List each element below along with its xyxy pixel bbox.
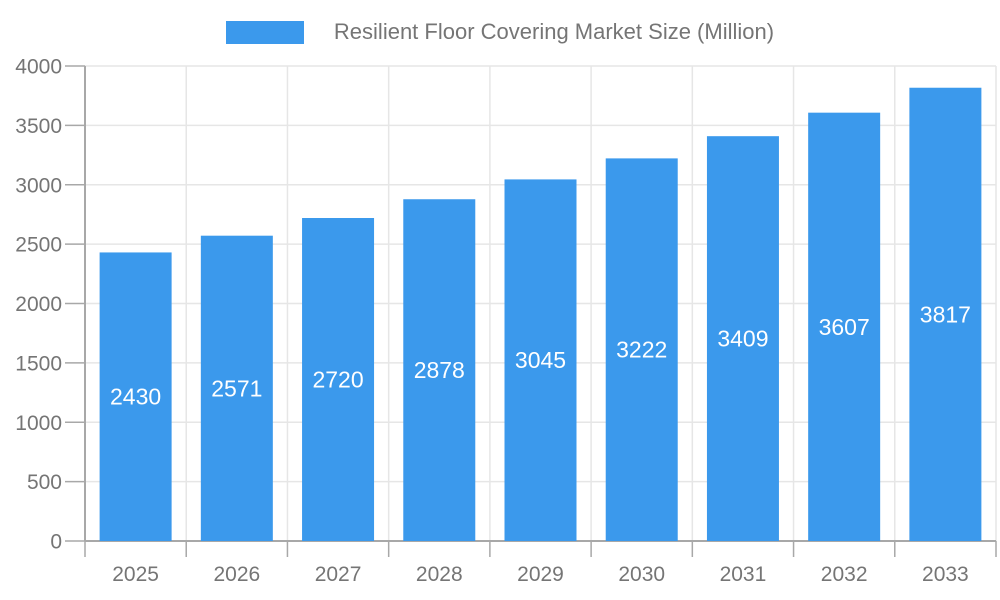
bar-value-label: 2878: [414, 357, 465, 383]
legend-swatch: [225, 20, 304, 44]
bar-2025: [99, 252, 172, 541]
y-tick-label: 4000: [15, 56, 62, 79]
x-tick-label: 2033: [922, 563, 969, 586]
bar-value-label: 2430: [110, 384, 161, 410]
bar-value-label: 3045: [515, 347, 566, 373]
y-tick-label: 2000: [15, 293, 62, 316]
bar-2028: [403, 199, 476, 542]
y-tick-label: 1000: [15, 412, 62, 435]
bar-2027: [302, 218, 375, 541]
bar-2033: [909, 87, 982, 541]
x-tick-label: 2026: [213, 563, 260, 586]
y-tick-label: 0: [50, 531, 62, 554]
y-tick-label: 500: [27, 471, 62, 494]
bar-2030: [605, 158, 678, 541]
bar-2031: [706, 136, 779, 541]
x-tick-label: 2031: [720, 563, 767, 586]
y-tick-label: 1500: [15, 352, 62, 375]
y-tick-label: 2500: [15, 234, 62, 257]
bar-value-label: 3222: [616, 337, 667, 363]
bar-value-label: 2571: [211, 375, 262, 401]
bar-value-label: 3817: [920, 301, 971, 327]
bar-value-label: 3409: [717, 326, 768, 352]
bar-value-label: 2720: [312, 367, 363, 393]
y-tick-label: 3000: [15, 174, 62, 197]
x-tick-label: 2028: [416, 563, 463, 586]
x-tick-label: 2029: [517, 563, 564, 586]
x-tick-label: 2032: [821, 563, 868, 586]
bar-value-label: 3607: [819, 314, 870, 340]
bar-2032: [808, 112, 881, 541]
x-tick-label: 2030: [618, 563, 665, 586]
bar-2026: [200, 235, 273, 541]
x-tick-label: 2027: [315, 563, 362, 586]
legend-label: Resilient Floor Covering Market Size (Mi…: [333, 19, 775, 44]
bar-2029: [504, 179, 577, 541]
legend[interactable]: Resilient Floor Covering Market Size (Mi…: [0, 18, 1000, 46]
y-tick-label: 3500: [15, 115, 62, 138]
x-tick-label: 2025: [112, 563, 159, 586]
